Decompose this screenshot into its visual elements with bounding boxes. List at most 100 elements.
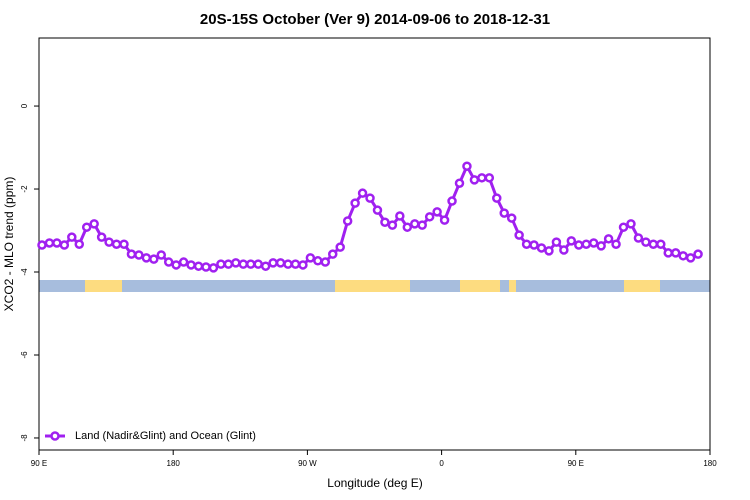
y-tick-label: -6 <box>20 351 29 359</box>
point <box>611 239 621 249</box>
point <box>89 219 99 229</box>
point <box>514 230 524 240</box>
point <box>372 205 383 215</box>
plot-frame <box>38 37 711 451</box>
y-tick-label: 0 <box>20 103 29 108</box>
land-band <box>509 280 516 292</box>
point <box>492 193 502 203</box>
point <box>238 259 249 269</box>
point <box>656 239 666 249</box>
point <box>380 217 390 227</box>
x-axis-label: Longitude (deg E) <box>327 476 422 490</box>
legend-marker <box>50 431 60 441</box>
point <box>186 260 196 270</box>
y-tick-label: -4 <box>20 268 29 276</box>
point <box>327 249 338 259</box>
point <box>193 261 204 271</box>
point <box>260 261 271 271</box>
point <box>641 237 651 247</box>
point <box>357 188 368 198</box>
point <box>574 240 584 250</box>
land-band <box>85 280 122 292</box>
point <box>231 258 241 268</box>
point <box>588 238 599 248</box>
point <box>365 193 375 203</box>
point <box>216 259 226 269</box>
point <box>44 238 55 248</box>
point <box>551 237 562 247</box>
point <box>52 238 62 248</box>
land-band <box>624 280 660 292</box>
x-tick-label: 90 E <box>31 459 47 468</box>
land-band <box>335 280 410 292</box>
point <box>521 239 532 249</box>
point <box>454 178 465 188</box>
point <box>447 196 457 206</box>
point <box>253 259 263 269</box>
point <box>275 258 286 268</box>
point <box>126 249 137 259</box>
x-tick-label: 90 E <box>568 459 584 468</box>
y-tick-label: -8 <box>20 434 29 442</box>
point <box>298 260 308 270</box>
surface-band <box>39 280 710 292</box>
point <box>320 257 331 267</box>
point <box>469 175 480 185</box>
point <box>432 207 442 217</box>
point <box>663 248 673 258</box>
point <box>633 233 644 243</box>
point <box>156 250 167 260</box>
y-axis-label: XCO2 - MLO trend (ppm) <box>2 177 16 312</box>
point <box>596 241 606 251</box>
land-band <box>460 280 500 292</box>
point <box>648 239 659 249</box>
point <box>618 222 629 232</box>
point <box>163 257 174 267</box>
point <box>141 253 152 263</box>
point <box>178 257 189 267</box>
point <box>417 220 427 230</box>
point <box>149 254 159 264</box>
x-tick-label: 0 <box>439 459 444 468</box>
point <box>693 249 703 259</box>
point <box>462 161 472 171</box>
point <box>529 240 539 250</box>
point <box>387 220 398 230</box>
point <box>111 239 122 249</box>
point <box>566 236 577 246</box>
point <box>536 243 547 253</box>
point <box>603 234 614 244</box>
point <box>342 216 353 226</box>
point <box>223 259 234 269</box>
point <box>559 245 569 255</box>
point <box>626 219 636 229</box>
point <box>171 260 181 270</box>
chart-title: 20S-15S October (Ver 9) 2014-09-06 to 20… <box>200 11 550 28</box>
point <box>335 242 345 252</box>
point <box>268 258 278 268</box>
point <box>395 211 405 221</box>
point <box>67 232 77 242</box>
point <box>581 239 591 249</box>
point <box>424 212 435 222</box>
point <box>37 240 47 250</box>
point <box>283 259 293 269</box>
point <box>678 251 688 261</box>
point <box>96 232 107 242</box>
point <box>685 253 696 263</box>
point <box>544 246 554 256</box>
point <box>305 253 316 263</box>
point <box>477 173 487 183</box>
point <box>670 248 681 258</box>
point <box>119 239 129 249</box>
point <box>313 256 323 266</box>
point <box>506 213 517 223</box>
point <box>410 219 420 229</box>
x-tick-label: 180 <box>703 459 717 468</box>
point <box>499 208 509 218</box>
point <box>290 259 301 269</box>
x-tick-label: 180 <box>167 459 181 468</box>
point <box>74 239 85 249</box>
point <box>245 259 256 269</box>
